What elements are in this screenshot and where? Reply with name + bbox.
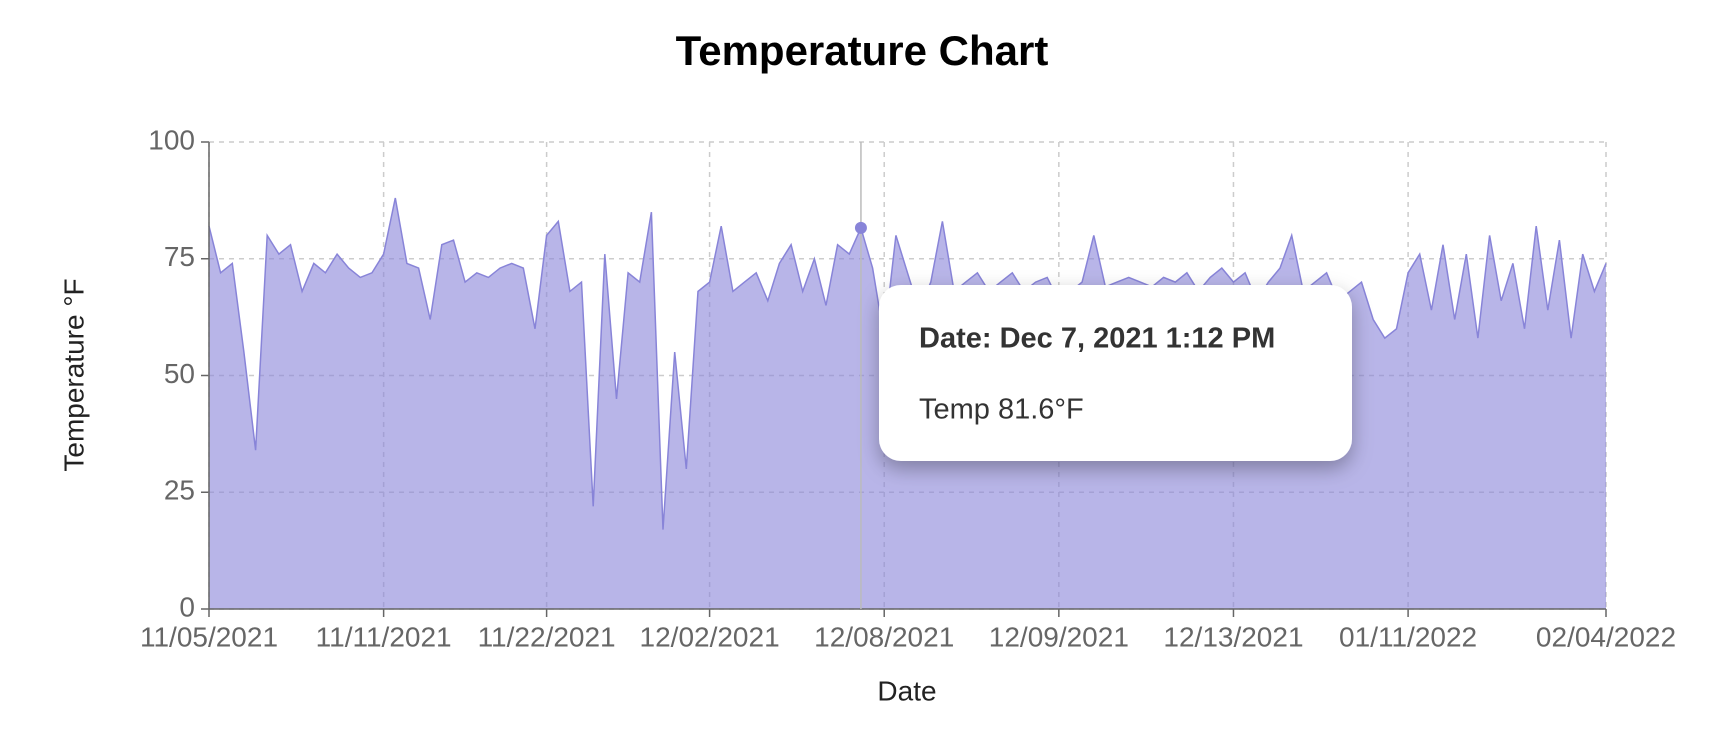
x-tick-label: 11/22/2021 <box>478 621 616 652</box>
x-tick-label: 12/13/2021 <box>1163 621 1303 652</box>
y-tick-label: 0 <box>179 591 195 622</box>
tooltip-value: Temp 81.6°F <box>919 394 1084 426</box>
y-tick-label: 100 <box>148 124 195 155</box>
x-tick-label: 11/05/2021 <box>140 621 278 652</box>
x-tick-label: 12/09/2021 <box>989 621 1129 652</box>
y-axis-label: Temperature °F <box>58 278 89 471</box>
chart-title: Temperature Chart <box>676 27 1049 74</box>
x-tick-label: 02/04/2022 <box>1536 621 1676 652</box>
x-axis-label: Date <box>877 675 936 706</box>
x-tick-label: 11/11/2021 <box>316 621 452 652</box>
y-tick-label: 50 <box>164 358 195 389</box>
area-line <box>208 197 1607 530</box>
tooltip-title: Date: Dec 7, 2021 1:12 PM <box>919 323 1275 355</box>
x-tick-label: 01/11/2022 <box>1339 621 1477 652</box>
x-tick-label: 12/02/2021 <box>640 621 780 652</box>
y-tick-label: 75 <box>164 241 195 272</box>
y-tick-label: 25 <box>164 475 195 506</box>
x-tick-label: 12/08/2021 <box>814 621 954 652</box>
active-dot <box>854 221 867 234</box>
tooltip-box <box>879 285 1352 461</box>
